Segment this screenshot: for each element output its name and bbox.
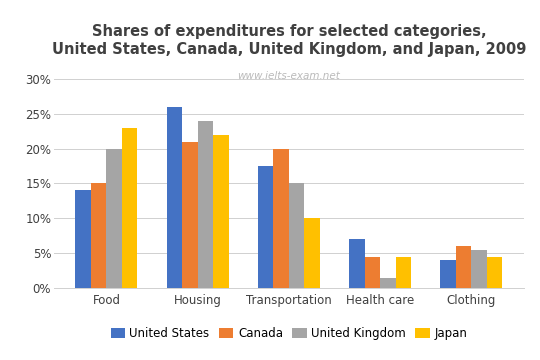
Bar — [91, 183, 106, 288]
Bar — [198, 121, 213, 288]
Bar — [258, 166, 273, 288]
Bar — [305, 218, 320, 288]
Bar — [441, 260, 456, 288]
Bar — [380, 278, 396, 288]
Bar — [76, 190, 91, 288]
Bar — [167, 107, 182, 288]
Bar — [273, 148, 289, 288]
Bar — [487, 257, 502, 288]
Bar — [364, 257, 380, 288]
Bar — [182, 141, 198, 288]
Bar — [396, 257, 411, 288]
Title: Shares of expenditures for selected categories,
United States, Canada, United Ki: Shares of expenditures for selected cate… — [52, 24, 526, 57]
Bar — [349, 239, 364, 288]
Bar — [213, 135, 228, 288]
Bar — [471, 249, 487, 288]
Legend: United States, Canada, United Kingdom, Japan: United States, Canada, United Kingdom, J… — [106, 322, 472, 345]
Bar — [289, 183, 305, 288]
Bar — [106, 148, 122, 288]
Bar — [122, 127, 137, 288]
Bar — [456, 246, 471, 288]
Text: www.ielts-exam.net: www.ielts-exam.net — [238, 72, 340, 81]
